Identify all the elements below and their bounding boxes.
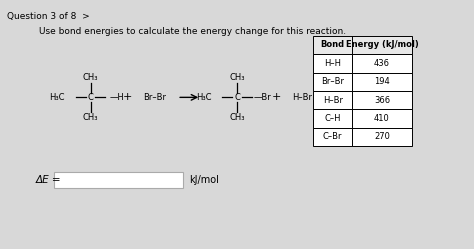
Text: H₃C: H₃C — [196, 93, 211, 102]
Bar — [352, 72, 412, 91]
Text: CH₃: CH₃ — [229, 113, 245, 122]
Bar — [313, 128, 352, 146]
Text: C: C — [88, 93, 94, 102]
Text: +: + — [272, 92, 281, 102]
Text: Use bond energies to calculate the energy change for this reaction.: Use bond energies to calculate the energ… — [39, 27, 346, 36]
Bar — [313, 72, 352, 91]
Text: C–H: C–H — [324, 114, 341, 123]
Text: ΔE =: ΔE = — [36, 175, 61, 185]
Text: H₃C: H₃C — [49, 93, 65, 102]
Text: kJ/mol: kJ/mol — [189, 175, 219, 185]
Text: C: C — [234, 93, 240, 102]
Text: H–H: H–H — [324, 59, 341, 68]
Text: —H: —H — [109, 93, 124, 102]
Text: H–Br: H–Br — [292, 93, 312, 102]
Bar — [352, 54, 412, 72]
Text: H–Br: H–Br — [323, 96, 343, 105]
Bar — [352, 91, 412, 109]
Text: 436: 436 — [374, 59, 390, 68]
Text: CH₃: CH₃ — [83, 113, 99, 122]
Text: Bond: Bond — [320, 40, 345, 49]
Text: 410: 410 — [374, 114, 390, 123]
Text: Br–Br: Br–Br — [321, 77, 344, 86]
Bar — [352, 109, 412, 128]
Bar — [54, 172, 182, 188]
Text: +: + — [123, 92, 132, 102]
Bar — [313, 91, 352, 109]
Text: Energy (kJ/mol): Energy (kJ/mol) — [346, 40, 418, 49]
Text: —Br: —Br — [254, 93, 271, 102]
Bar — [313, 54, 352, 72]
Text: Question 3 of 8  >: Question 3 of 8 > — [7, 12, 90, 21]
Text: 366: 366 — [374, 96, 390, 105]
Text: Br–Br: Br–Br — [144, 93, 167, 102]
Bar — [352, 128, 412, 146]
Text: 270: 270 — [374, 132, 390, 141]
Bar — [313, 109, 352, 128]
Text: CH₃: CH₃ — [83, 73, 99, 82]
Bar — [313, 36, 412, 54]
Text: C–Br: C–Br — [323, 132, 342, 141]
Text: CH₃: CH₃ — [229, 73, 245, 82]
Text: 194: 194 — [374, 77, 390, 86]
